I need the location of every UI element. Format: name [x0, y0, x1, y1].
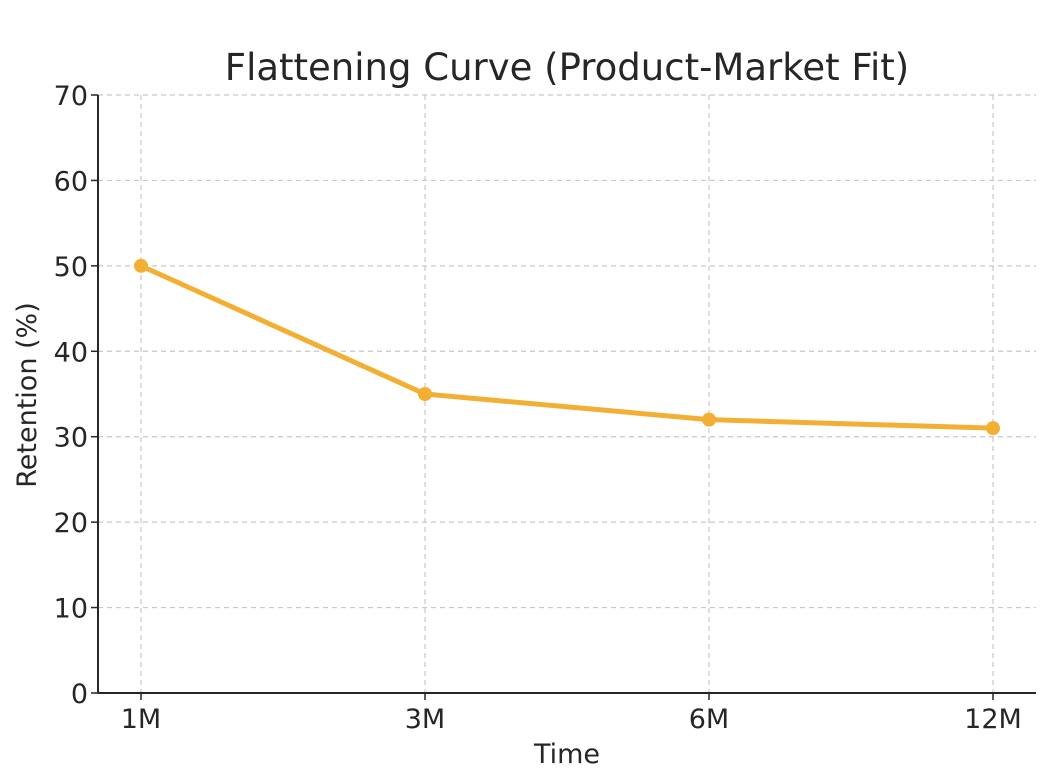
chart-title: Flattening Curve (Product-Market Fit) [225, 46, 909, 89]
data-point [702, 412, 716, 427]
series-line-path [138, 263, 996, 431]
data-point [418, 387, 432, 401]
y-tick-label: 10 [54, 594, 88, 625]
y-axis-label: Retention (%) [12, 302, 43, 488]
tick-labels: 0 10 20 30 40 50 60 70 1M 3M 6M 12M [54, 81, 1022, 735]
grid [98, 94, 1036, 694]
axes [91, 94, 1036, 700]
data-point [986, 421, 1000, 436]
series-line [134, 258, 1000, 436]
y-tick-label: 0 [71, 679, 88, 710]
y-tick-label: 70 [54, 81, 88, 112]
y-tick-label: 30 [54, 423, 88, 454]
y-tick-label: 50 [54, 252, 88, 283]
x-tick-label: 6M [689, 704, 729, 735]
x-tick-label: 12M [964, 704, 1022, 735]
x-tick-label: 1M [121, 704, 161, 735]
y-tick-label: 60 [54, 166, 88, 197]
y-tick-label: 40 [54, 337, 88, 368]
x-axis-label: Time [533, 739, 600, 770]
y-tick-label: 20 [54, 508, 88, 539]
data-point [134, 258, 148, 273]
x-tick-label: 3M [405, 704, 445, 735]
